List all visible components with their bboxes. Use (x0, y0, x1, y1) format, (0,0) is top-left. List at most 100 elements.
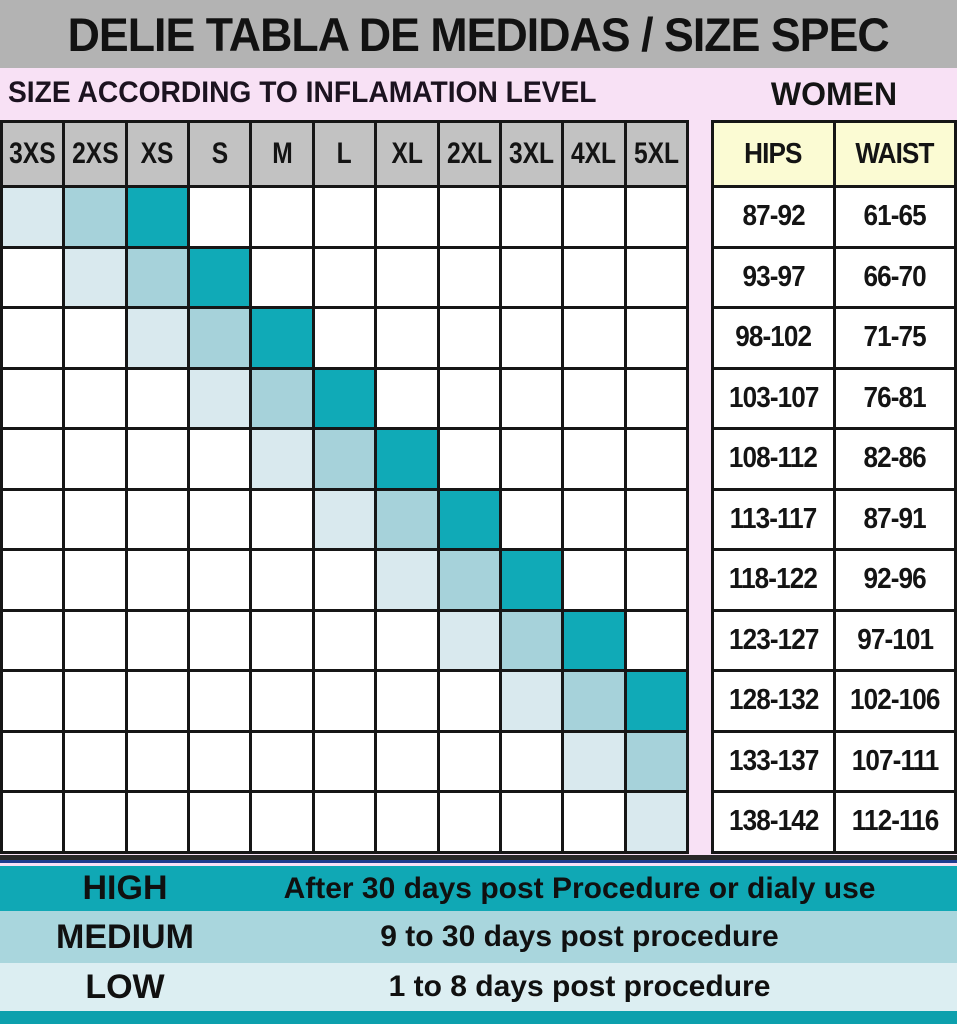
hips-value-cell: 138-142 (714, 793, 833, 851)
hips-column-header-label: HIPS (744, 137, 803, 170)
grid-cell-empty (190, 611, 250, 669)
legend-label-low: LOW (85, 967, 165, 1006)
hips-value-cell: 87-92 (714, 188, 833, 246)
grid-cell-empty (190, 551, 250, 609)
grid-cell-empty (564, 369, 624, 427)
grid-cell-empty (564, 309, 624, 367)
level-cell-low (377, 551, 437, 609)
grid-cell-empty (3, 248, 63, 306)
grid-cell-empty (190, 672, 250, 730)
grid-cell-empty (501, 430, 562, 488)
size-column-header: 3XS (3, 123, 63, 185)
level-cell-high (127, 188, 188, 246)
level-cell-low (3, 188, 63, 246)
level-cell-medium (439, 551, 499, 609)
level-cell-low (439, 611, 499, 669)
level-cell-medium (127, 248, 188, 306)
grid-cell-empty (564, 551, 624, 609)
grid-cell-empty (377, 611, 437, 669)
grid-cell-empty (127, 551, 188, 609)
grid-cell-empty (65, 430, 125, 488)
grid-cell-empty (3, 430, 63, 488)
grid-cell-empty (626, 369, 686, 427)
legend: HIGH After 30 days post Procedure or dial… (0, 866, 957, 1011)
grid-cell-empty (439, 430, 499, 488)
grid-cell-empty (314, 732, 375, 790)
level-cell-low (314, 490, 375, 548)
level-cell-medium (190, 309, 250, 367)
inflammation-level-heading: SIZE ACCORDING TO INFLAMATION LEVEL (8, 76, 597, 109)
grid-cell-empty (564, 490, 624, 548)
level-cell-low (626, 793, 686, 851)
grid-cell-empty (439, 793, 499, 851)
waist-value-cell: 61-65 (835, 188, 954, 246)
waist-column-header-label: WAIST (855, 137, 935, 170)
grid-footer-divider (0, 855, 957, 863)
grid-cell-empty (439, 732, 499, 790)
waist-value-cell: 82-86 (835, 430, 954, 488)
grid-cell-empty (377, 309, 437, 367)
level-cell-medium (65, 188, 125, 246)
size-column-header-label: XS (140, 137, 174, 170)
grid-cell-empty (626, 188, 686, 246)
grid-cell-empty (314, 611, 375, 669)
grid-cell-empty (127, 490, 188, 548)
women-heading: WOMEN (770, 76, 898, 112)
grid-cell-empty (626, 248, 686, 306)
grid-cell-empty (3, 793, 63, 851)
size-column-header: S (190, 123, 250, 185)
waist-value-cell: 76-81 (835, 369, 954, 427)
grid-cell-empty (377, 248, 437, 306)
hips-value-cell-label: 98-102 (735, 321, 812, 354)
waist-value-cell: 112-116 (835, 793, 954, 851)
grid-cell-empty (252, 551, 312, 609)
waist-value-cell-label: 92-96 (863, 563, 927, 596)
legend-label-medium: MEDIUM (56, 917, 194, 956)
grid-cell-empty (501, 188, 562, 246)
waist-value-cell-label: 102-106 (850, 684, 940, 717)
waist-value-cell-label: 71-75 (863, 321, 927, 354)
grid-cell-empty (127, 732, 188, 790)
grid-cell-empty (439, 248, 499, 306)
grid-cell-empty (314, 793, 375, 851)
hips-value-cell: 98-102 (714, 309, 833, 367)
hips-value-cell-label: 133-137 (728, 744, 819, 777)
grid-cell-empty (314, 188, 375, 246)
grid-cell-empty (377, 188, 437, 246)
hips-value-cell: 123-127 (714, 611, 833, 669)
grid-cell-empty (314, 309, 375, 367)
level-cell-low (252, 430, 312, 488)
waist-value-cell: 92-96 (835, 551, 954, 609)
waist-value-cell: 102-106 (835, 672, 954, 730)
hips-value-cell: 113-117 (714, 490, 833, 548)
size-column-header-label: 3XS (9, 137, 56, 170)
level-cell-low (65, 248, 125, 306)
waist-value-cell-label: 112-116 (851, 805, 939, 838)
level-cell-high (314, 369, 375, 427)
waist-value-cell-label: 76-81 (863, 381, 927, 414)
hips-value-cell: 118-122 (714, 551, 833, 609)
legend-description-high: After 30 days post Procedure or dialy us… (283, 871, 876, 905)
waist-value-cell: 71-75 (835, 309, 954, 367)
grid-cell-empty (252, 248, 312, 306)
hips-value-cell-label: 123-127 (728, 623, 819, 656)
grid-cell-empty (127, 793, 188, 851)
grid-cell-empty (501, 309, 562, 367)
waist-value-cell-label: 66-70 (863, 260, 927, 293)
grid-cell-empty (3, 672, 63, 730)
level-cell-medium (564, 672, 624, 730)
grid-cell-empty (626, 490, 686, 548)
grid-cell-empty (3, 551, 63, 609)
grid-cell-empty (190, 732, 250, 790)
grid-cell-empty (127, 611, 188, 669)
grid-cell-empty (439, 369, 499, 427)
waist-value-cell-label: 61-65 (863, 200, 927, 233)
level-cell-medium (626, 732, 686, 790)
grid-cell-empty (190, 188, 250, 246)
grid-cell-empty (377, 793, 437, 851)
grid-cell-empty (65, 369, 125, 427)
legend-row-low: LOW 1 to 8 days post procedure (0, 963, 957, 1011)
bottom-bar (0, 1011, 957, 1024)
size-column-header: 3XL (501, 123, 562, 185)
